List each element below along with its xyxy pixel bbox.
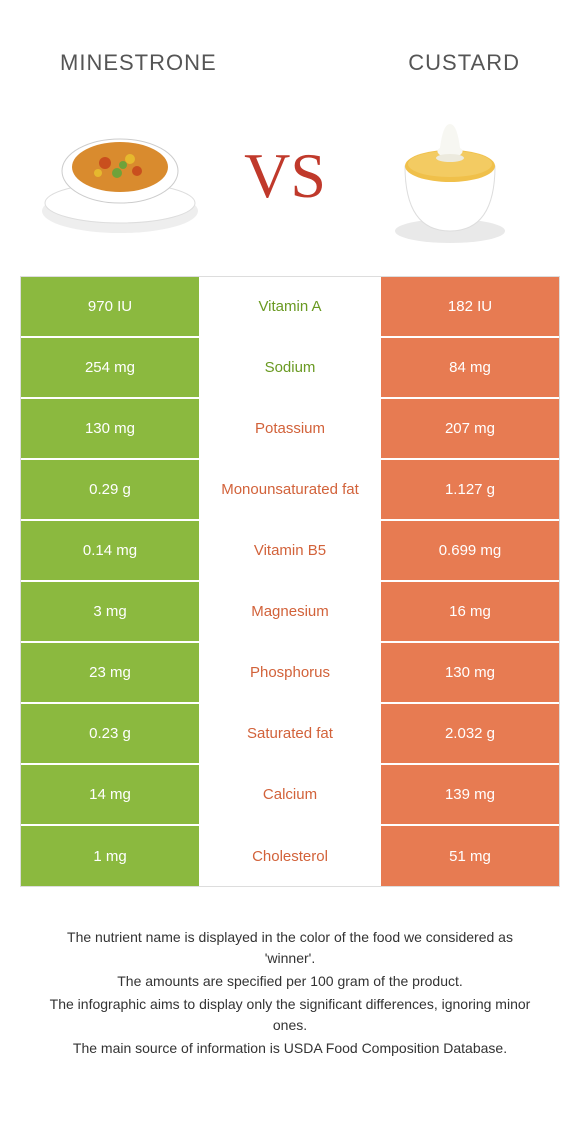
table-row: 0.29 g Monounsaturated fat 1.127 g: [21, 460, 559, 521]
left-value: 970 IU: [21, 277, 201, 336]
vs-text: VS: [244, 139, 326, 213]
table-row: 254 mg Sodium 84 mg: [21, 338, 559, 399]
right-value: 207 mg: [381, 399, 559, 458]
table-row: 3 mg Magnesium 16 mg: [21, 582, 559, 643]
comparison-table: 970 IU Vitamin A 182 IU 254 mg Sodium 84…: [20, 276, 560, 887]
nutrient-label: Sodium: [201, 338, 381, 397]
left-food-title: MINESTRONE: [60, 50, 217, 76]
nutrient-label: Calcium: [201, 765, 381, 824]
minestrone-icon: [35, 111, 205, 241]
titles-row: MINESTRONE CUSTARD: [0, 0, 580, 86]
left-value: 3 mg: [21, 582, 201, 641]
right-value: 2.032 g: [381, 704, 559, 763]
nutrient-label: Potassium: [201, 399, 381, 458]
left-value: 1 mg: [21, 826, 201, 886]
right-food-image: [360, 106, 540, 246]
left-value: 23 mg: [21, 643, 201, 702]
right-food-title: CUSTARD: [408, 50, 520, 76]
table-row: 130 mg Potassium 207 mg: [21, 399, 559, 460]
table-row: 14 mg Calcium 139 mg: [21, 765, 559, 826]
left-value: 0.14 mg: [21, 521, 201, 580]
table-row: 970 IU Vitamin A 182 IU: [21, 277, 559, 338]
footer-line: The nutrient name is displayed in the co…: [40, 927, 540, 969]
table-row: 23 mg Phosphorus 130 mg: [21, 643, 559, 704]
right-value: 84 mg: [381, 338, 559, 397]
nutrient-label: Monounsaturated fat: [201, 460, 381, 519]
footer-notes: The nutrient name is displayed in the co…: [0, 887, 580, 1059]
footer-line: The amounts are specified per 100 gram o…: [40, 971, 540, 992]
right-value: 51 mg: [381, 826, 559, 886]
nutrient-label: Magnesium: [201, 582, 381, 641]
footer-line: The infographic aims to display only the…: [40, 994, 540, 1036]
right-value: 16 mg: [381, 582, 559, 641]
left-food-image: [30, 106, 210, 246]
right-value: 0.699 mg: [381, 521, 559, 580]
left-value: 0.23 g: [21, 704, 201, 763]
table-row: 0.14 mg Vitamin B5 0.699 mg: [21, 521, 559, 582]
left-value: 254 mg: [21, 338, 201, 397]
nutrient-label: Vitamin B5: [201, 521, 381, 580]
nutrient-label: Saturated fat: [201, 704, 381, 763]
left-value: 130 mg: [21, 399, 201, 458]
nutrient-label: Vitamin A: [201, 277, 381, 336]
table-row: 0.23 g Saturated fat 2.032 g: [21, 704, 559, 765]
right-value: 1.127 g: [381, 460, 559, 519]
custard-icon: [385, 106, 515, 246]
left-value: 14 mg: [21, 765, 201, 824]
images-row: VS: [0, 86, 580, 276]
nutrient-label: Cholesterol: [201, 826, 381, 886]
nutrient-label: Phosphorus: [201, 643, 381, 702]
right-value: 182 IU: [381, 277, 559, 336]
table-row: 1 mg Cholesterol 51 mg: [21, 826, 559, 887]
footer-line: The main source of information is USDA F…: [40, 1038, 540, 1059]
right-value: 130 mg: [381, 643, 559, 702]
right-value: 139 mg: [381, 765, 559, 824]
left-value: 0.29 g: [21, 460, 201, 519]
